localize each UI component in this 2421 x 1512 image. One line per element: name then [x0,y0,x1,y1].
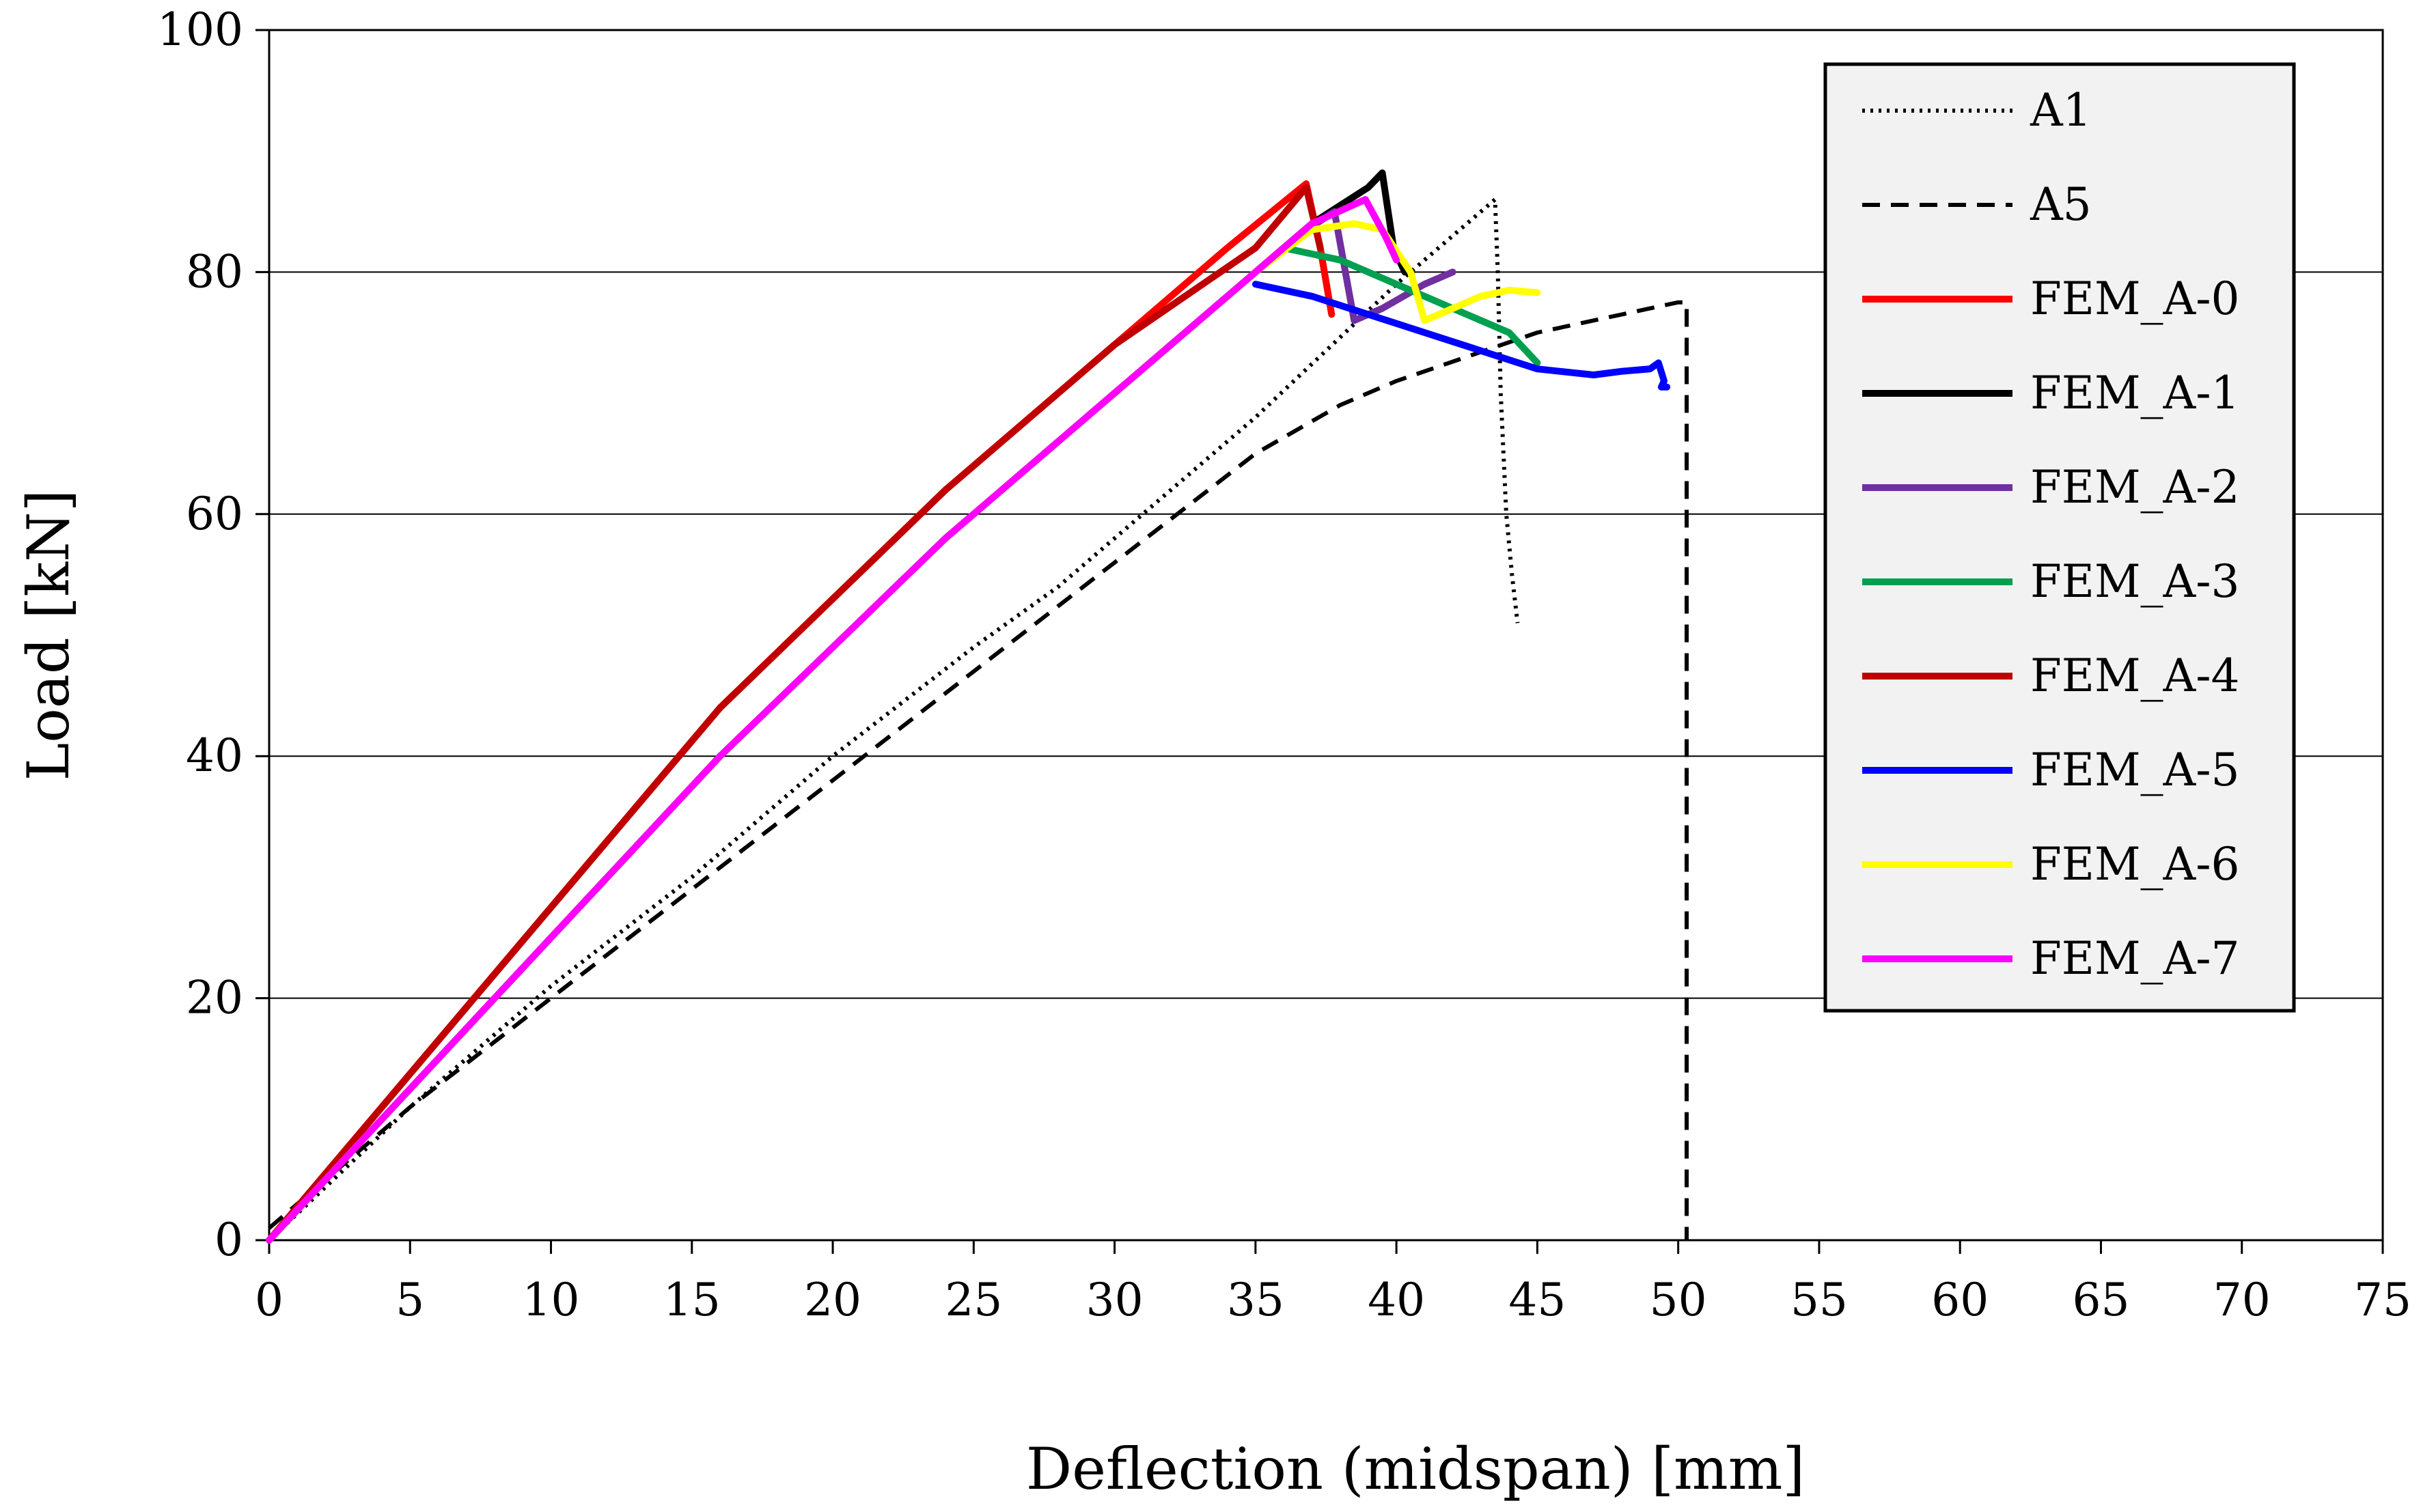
y-tick-label: 60 [186,488,243,540]
series-line-fem-a-7 [266,196,1400,1244]
legend-label-fem-a-4: FEM_A-4 [2030,649,2240,702]
series-line-fem-a-5 [1251,281,1671,391]
legend-label-fem-a-3: FEM_A-3 [2030,555,2240,608]
legend-label-a1: A1 [2030,84,2092,137]
series-line-a1 [267,197,1520,1242]
series-group [266,169,1689,1244]
x-tick-label: 25 [945,1274,1002,1326]
legend-label-fem-a-0: FEM_A-0 [2030,272,2240,325]
legend-box [1823,62,2296,1013]
x-tick-label: 5 [396,1274,424,1326]
x-tick-label: 50 [1650,1274,1707,1326]
x-tick-label: 30 [1086,1274,1144,1326]
legend-label-fem-a-1: FEM_A-1 [2030,367,2240,419]
legend-label-fem-a-2: FEM_A-2 [2030,461,2240,514]
x-tick-label: 15 [663,1274,721,1326]
y-axis-title: Load [kN] [15,490,82,781]
y-tick-label: 100 [157,3,243,56]
x-axis: 0 5 10 15 20 25 30 35 40 45 50 55 60 65 70 75 [255,1240,2411,1326]
x-tick-label: 20 [804,1274,861,1326]
series-line-fem-a-4 [266,184,1324,1244]
y-tick-label: 0 [215,1214,243,1266]
legend-label-fem-a-7: FEM_A-7 [2030,932,2240,985]
series-line-a5 [268,300,1689,1240]
x-tick-label: 75 [2354,1274,2411,1326]
x-tick-label: 55 [1790,1274,1848,1326]
y-tick-label: 80 [186,245,243,298]
legend-label-fem-a-6: FEM_A-6 [2030,838,2240,891]
x-tick-label: 65 [2072,1274,2129,1326]
x-axis-title: Deflection (midspan) [mm] [1026,1436,1805,1502]
x-tick-label: 45 [1508,1274,1566,1326]
x-tick-label: 10 [523,1274,580,1326]
x-tick-label: 0 [255,1274,283,1326]
y-tick-label: 40 [186,729,243,782]
x-tick-label: 60 [1931,1274,1989,1326]
legend-label-fem-a-5: FEM_A-5 [2030,744,2240,796]
x-tick-label: 40 [1368,1274,1425,1326]
legend: A1 A5 FEM_A-0 FEM_A-1 FEM_A-2 FEM_A-3 FEM_A-4 F… [1823,62,2296,1013]
x-tick-label: 35 [1227,1274,1284,1326]
y-tick-label: 20 [186,972,243,1024]
legend-label-a5: A5 [2030,178,2092,231]
y-axis: 0 20 40 60 80 100 [157,3,269,1266]
x-tick-label: 70 [2213,1274,2271,1326]
